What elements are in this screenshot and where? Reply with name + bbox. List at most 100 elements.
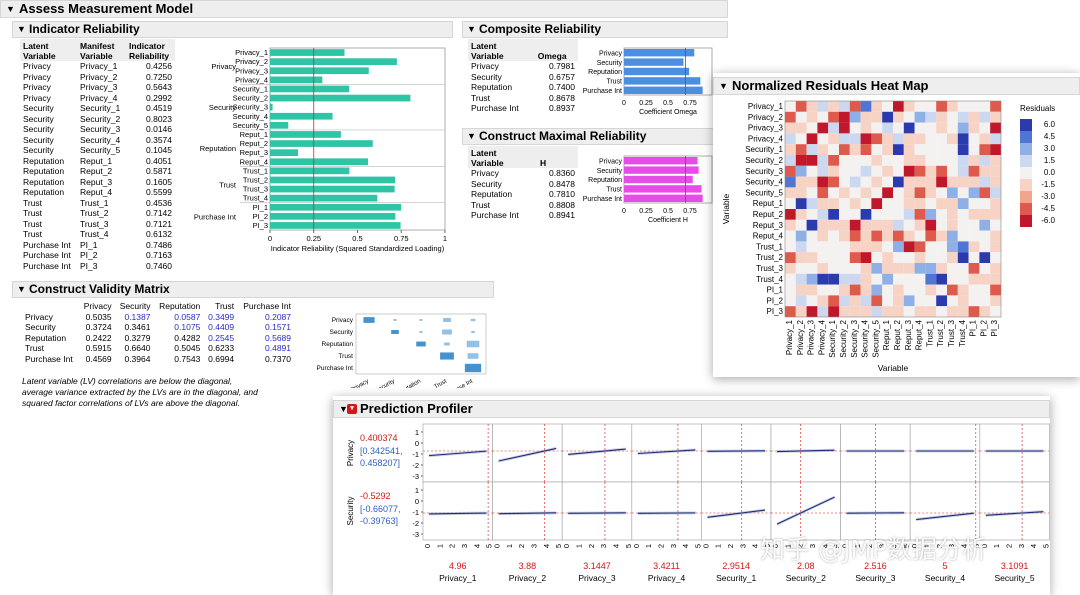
table-cell: 0.1387 [124,311,151,322]
disclosure-triangle-icon[interactable]: ▼ [6,4,15,14]
heat-cell [925,219,937,231]
table-cell: Security [23,134,54,145]
legend-swatch [1020,119,1032,131]
heat-cell [947,198,958,209]
matrix-cell [471,331,475,333]
heatmap-header[interactable]: ▼ Normalized Residuals Heat Map [713,77,1080,95]
heat-cell [979,187,991,199]
disclosure-triangle-icon[interactable]: ▼ [467,24,476,34]
heat-cell [860,187,872,199]
heat-cell [925,187,937,199]
factor-value[interactable]: 3.88 [519,561,537,571]
heat-cell [968,122,980,134]
table-cell: 0.1605 [146,176,172,187]
response-ci: [-0.66077, [360,504,401,514]
factor-value[interactable]: 3.1091 [1001,561,1029,571]
red-menu-icon[interactable]: ▾ [347,404,357,414]
heat-cell [795,165,807,177]
factor-value[interactable]: 2.516 [864,561,887,571]
table-row: Privacy Privacy_3 0.5643 [20,82,175,93]
disclosure-triangle-icon[interactable]: ▼ [17,284,26,294]
disclosure-triangle-icon[interactable]: ▼ [339,404,348,414]
heat-cell [893,187,904,199]
heat-cell [785,273,796,285]
heat-cell [849,252,861,263]
report-header[interactable]: ▼ Assess Measurement Model [0,0,728,18]
heat-cell [925,252,937,263]
table-cell: 0.8808 [549,199,575,210]
disclosure-triangle-icon[interactable]: ▼ [17,24,26,34]
x-tick-label: Privacy_4 [817,319,826,355]
heat-cell [817,111,829,123]
bar-label: Trust [606,79,622,86]
heat-cell [893,198,904,209]
y-tick-label: Reput_1 [753,199,784,208]
heat-cell [785,187,796,199]
heat-cell [860,144,872,155]
heat-cell [893,101,904,112]
heat-cell [936,198,947,209]
factor-value[interactable]: 2.08 [797,561,815,571]
bar [270,58,397,65]
factor-value[interactable]: 3.1447 [583,561,611,571]
heat-cell [947,187,958,199]
table-cell: Purchase Int [471,103,519,113]
disclosure-triangle-icon[interactable]: ▼ [467,131,476,141]
x-tick-label: 4 [542,544,551,548]
heat-cell [849,165,861,177]
factor-value[interactable]: 5 [942,561,947,571]
table-cell: 0.2992 [146,92,172,103]
heat-cell [839,187,850,199]
heat-cell [947,165,958,177]
x-tick-label: Security_1 [828,319,837,357]
legend-swatch [1020,215,1032,227]
y-tick-label: Trust_1 [756,242,783,251]
column-header: Reputation [159,301,201,311]
heat-cell [882,111,893,123]
heat-cell [979,155,991,166]
table-row: Reputation Reput_3 0.1605 [20,177,175,188]
heat-cell [795,295,807,307]
heat-cell [903,165,915,177]
heat-cell [849,230,861,242]
heat-cell [925,155,937,166]
heat-cell [806,306,818,317]
heat-cell [849,133,861,145]
table-cell: 0.7981 [549,61,575,71]
table-cell: Privacy [23,92,51,103]
indicator-reliability-header[interactable]: ▼ Indicator Reliability [12,21,453,38]
heat-cell [968,101,980,112]
column-header: Latent Variable [20,39,78,61]
x-tick-label: 2 [865,544,874,548]
heat-cell [860,241,872,253]
heat-cell [795,306,807,317]
y-tick-label: -3 [412,472,419,481]
heat-cell [785,165,796,177]
heat-cell [957,101,969,112]
factor-value[interactable]: 3.4211 [653,561,680,571]
heat-cell [936,133,947,145]
heat-cell [936,273,947,285]
table-cell: Security_5 [80,145,121,155]
x-tick-label: 5 [833,544,842,548]
profiler-header[interactable]: ▼ ▾ Prediction Profiler [333,400,1050,418]
composite-reliability-header[interactable]: ▼ Composite Reliability [462,21,728,38]
heat-cell [947,219,958,231]
factor-value[interactable]: 4.96 [449,561,467,571]
table-cell: 0.6640 [124,343,151,353]
profiler-cell [979,423,1050,483]
table-row: Purchase Int 0.8937 [468,103,578,114]
table-cell: 0.2422 [85,332,112,343]
maximal-reliability-header[interactable]: ▼ Construct Maximal Reliability [462,128,728,145]
heat-cell [990,284,1001,296]
table-row: Privacy 0.7981 [468,61,578,72]
heat-cell [947,144,958,155]
heat-cell [785,295,796,307]
validity-matrix-header[interactable]: ▼ Construct Validity Matrix [12,281,494,298]
table-cell: Reput_4 [80,187,113,197]
y-tick-label: Security_2 [745,156,783,165]
disclosure-triangle-icon[interactable]: ▼ [719,81,728,91]
factor-value[interactable]: 2.9514 [722,561,750,571]
table-header-row: Privacy Security Reputation Trust Purchase I… [22,301,294,312]
